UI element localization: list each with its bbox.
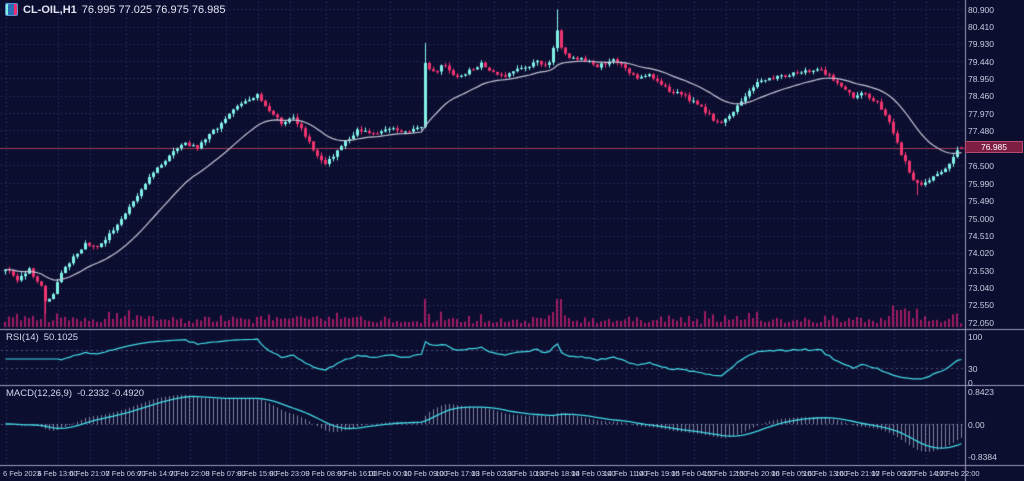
macd-panel-title: MACD(12,26,9) -0.2332 -0.4920 [6, 388, 144, 399]
symbol-period-label: CL-OIL,H1 [23, 3, 77, 16]
macd-indicator-name: MACD(12,26,9) [6, 388, 72, 399]
rsi-indicator-value: 50.1025 [43, 332, 79, 343]
current-price-value: 76.985 [981, 142, 1007, 153]
macd-indicator-value: -0.2332 -0.4920 [77, 388, 145, 399]
rsi-indicator-name: RSI(14) [6, 332, 39, 343]
ohlc-values: 76.995 77.025 76.975 76.985 [81, 3, 226, 16]
rsi-panel-title: RSI(14) 50.1025 [6, 332, 78, 343]
current-price-tag: 76.985 [965, 141, 1023, 154]
chart-title: CL-OIL,H1 76.995 77.025 76.975 76.985 [5, 3, 226, 16]
candlestick-chart-icon [5, 3, 18, 16]
